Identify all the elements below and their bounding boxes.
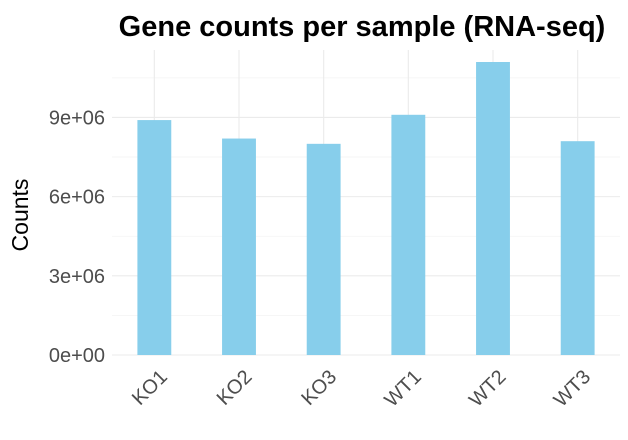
- bar-ko3: [306, 143, 341, 355]
- x-tick-label: WT3: [550, 366, 595, 411]
- y-tick-label: 3e+06: [49, 266, 105, 288]
- bar-wt2: [476, 62, 510, 355]
- bar-ko1: [137, 120, 172, 355]
- y-tick-label: 9e+06: [49, 107, 105, 129]
- x-tick-label: WT2: [465, 366, 510, 411]
- chart-title: Gene counts per sample (RNA-seq): [119, 11, 606, 43]
- x-tick-label: KO1: [128, 366, 172, 410]
- x-tick-label: KO3: [297, 366, 341, 410]
- bar-ko2: [222, 138, 256, 355]
- gridlines: [112, 50, 620, 356]
- x-tick-label: KO2: [213, 366, 257, 410]
- bars: [137, 62, 595, 356]
- x-axis-ticks: KO1 KO2 KO3 WT1 WT2 WT3: [128, 366, 595, 411]
- y-tick-label: 0e+00: [49, 345, 105, 367]
- bar-wt1: [391, 114, 426, 356]
- y-tick-label: 6e+06: [49, 187, 105, 209]
- y-axis-label: Counts: [7, 179, 33, 252]
- x-tick-label: WT1: [380, 366, 425, 411]
- bar-wt3: [560, 141, 595, 355]
- y-axis-ticks: 0e+00 3e+06 6e+06 9e+06: [49, 107, 105, 367]
